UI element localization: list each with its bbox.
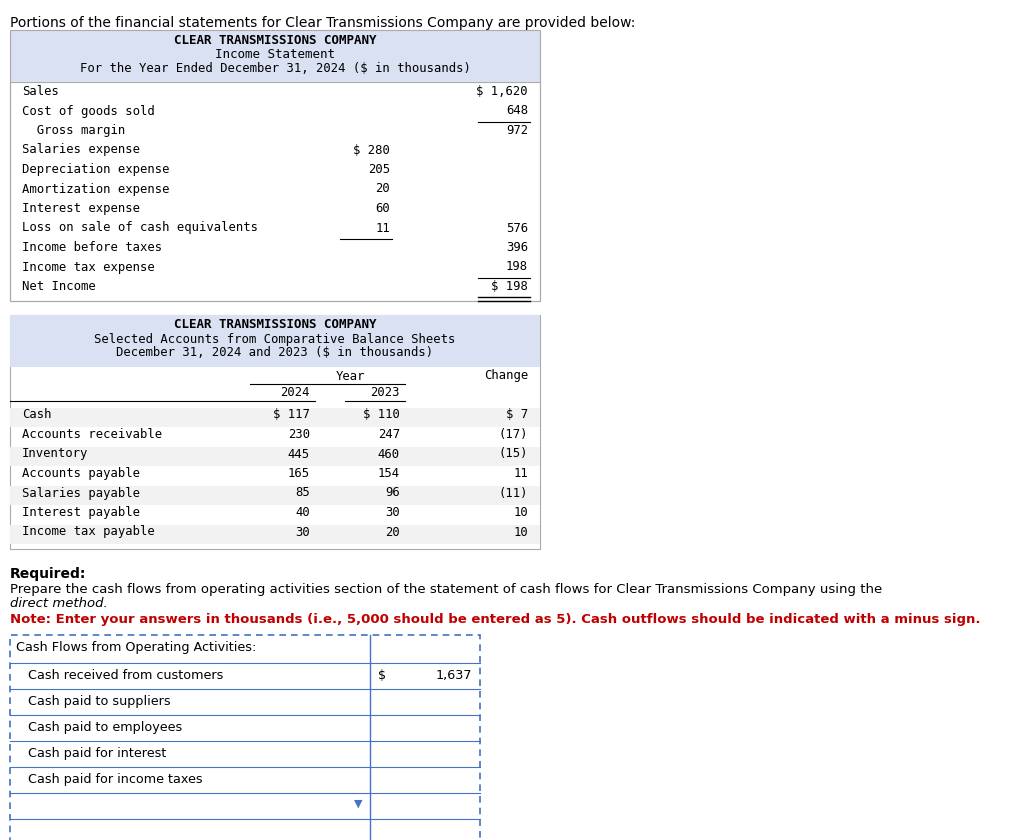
Text: 96: 96 [385,486,400,500]
Text: $ 198: $ 198 [492,280,528,293]
Text: 165: 165 [288,467,310,480]
Text: Cash paid for income taxes: Cash paid for income taxes [28,773,203,786]
Text: Net Income: Net Income [22,280,96,293]
Text: $ 280: $ 280 [353,144,390,156]
Text: 60: 60 [375,202,390,215]
Text: 576: 576 [506,222,528,234]
Text: (11): (11) [499,486,528,500]
Text: Interest payable: Interest payable [22,506,140,519]
Bar [10,314,540,549]
Text: Accounts payable: Accounts payable [22,467,140,480]
Text: Inventory: Inventory [22,448,88,460]
Text: Gross margin: Gross margin [22,124,125,137]
Text: Cash: Cash [22,408,51,422]
Text: (17): (17) [499,428,528,441]
Text: 198: 198 [506,260,528,274]
Text: 30: 30 [295,526,310,538]
Text: $ 110: $ 110 [364,408,400,422]
Text: 205: 205 [368,163,390,176]
Bar [10,30,540,301]
Text: 20: 20 [385,526,400,538]
Bar [10,314,540,366]
Text: Salaries payable: Salaries payable [22,486,140,500]
Text: Interest expense: Interest expense [22,202,140,215]
Text: 11: 11 [375,222,390,234]
Text: ▼: ▼ [353,799,362,809]
Text: Selected Accounts from Comparative Balance Sheets: Selected Accounts from Comparative Balan… [94,333,456,345]
Text: Change: Change [483,370,528,382]
Text: 10: 10 [513,526,528,538]
Text: Cash paid to employees: Cash paid to employees [28,721,182,734]
Bar [10,407,540,427]
Text: Income Statement: Income Statement [215,48,335,61]
Text: direct method.: direct method. [10,597,108,610]
Text: Year: Year [335,370,365,382]
Text: Cash paid to suppliers: Cash paid to suppliers [28,695,171,708]
Text: Portions of the financial statements for Clear Transmissions Company are provide: Portions of the financial statements for… [10,16,635,30]
Text: Note: Enter your answers in thousands (i.e., 5,000 should be entered as 5). Cash: Note: Enter your answers in thousands (i… [10,613,981,626]
Text: 154: 154 [378,467,400,480]
Text: Salaries expense: Salaries expense [22,144,140,156]
Text: 648: 648 [506,104,528,118]
Text: Prepare the cash flows from operating activities section of the statement of cas: Prepare the cash flows from operating ac… [10,583,883,596]
Text: Income before taxes: Income before taxes [22,241,162,254]
Text: 396: 396 [506,241,528,254]
Text: Cash paid for interest: Cash paid for interest [28,747,166,760]
Text: $ 7: $ 7 [506,408,528,422]
Text: CLEAR TRANSMISSIONS COMPANY: CLEAR TRANSMISSIONS COMPANY [174,34,376,47]
Text: Income tax expense: Income tax expense [22,260,155,274]
Bar [10,447,540,466]
Text: December 31, 2024 and 2023 ($ in thousands): December 31, 2024 and 2023 ($ in thousan… [117,346,433,360]
Text: 2024: 2024 [281,386,310,400]
Text: 20: 20 [375,182,390,196]
Text: Cash Flows from Operating Activities:: Cash Flows from Operating Activities: [16,641,256,654]
Text: 460: 460 [378,448,400,460]
Text: Income tax payable: Income tax payable [22,526,155,538]
Text: Cash received from customers: Cash received from customers [28,669,223,682]
Bar [10,82,540,301]
Text: Required:: Required: [10,567,86,581]
Bar [10,635,480,840]
Text: $ 1,620: $ 1,620 [476,85,528,98]
Text: For the Year Ended December 31, 2024 ($ in thousands): For the Year Ended December 31, 2024 ($ … [80,62,470,75]
Text: (15): (15) [499,448,528,460]
Bar [10,30,540,82]
Bar [10,524,540,544]
Text: $: $ [378,669,386,682]
Text: 972: 972 [506,124,528,137]
Text: Sales: Sales [22,85,58,98]
Text: 30: 30 [385,506,400,519]
Text: $ 117: $ 117 [273,408,310,422]
Text: Depreciation expense: Depreciation expense [22,163,170,176]
Text: CLEAR TRANSMISSIONS COMPANY: CLEAR TRANSMISSIONS COMPANY [174,318,376,332]
Text: 247: 247 [378,428,400,441]
Text: 2023: 2023 [371,386,400,400]
Text: 11: 11 [513,467,528,480]
Text: Amortization expense: Amortization expense [22,182,170,196]
Text: 1,637: 1,637 [435,669,472,682]
Text: 10: 10 [513,506,528,519]
Text: Cost of goods sold: Cost of goods sold [22,104,155,118]
Text: Accounts receivable: Accounts receivable [22,428,162,441]
Bar [10,486,540,505]
Text: 40: 40 [295,506,310,519]
Text: 445: 445 [288,448,310,460]
Text: 230: 230 [288,428,310,441]
Text: Loss on sale of cash equivalents: Loss on sale of cash equivalents [22,222,258,234]
Text: 85: 85 [295,486,310,500]
